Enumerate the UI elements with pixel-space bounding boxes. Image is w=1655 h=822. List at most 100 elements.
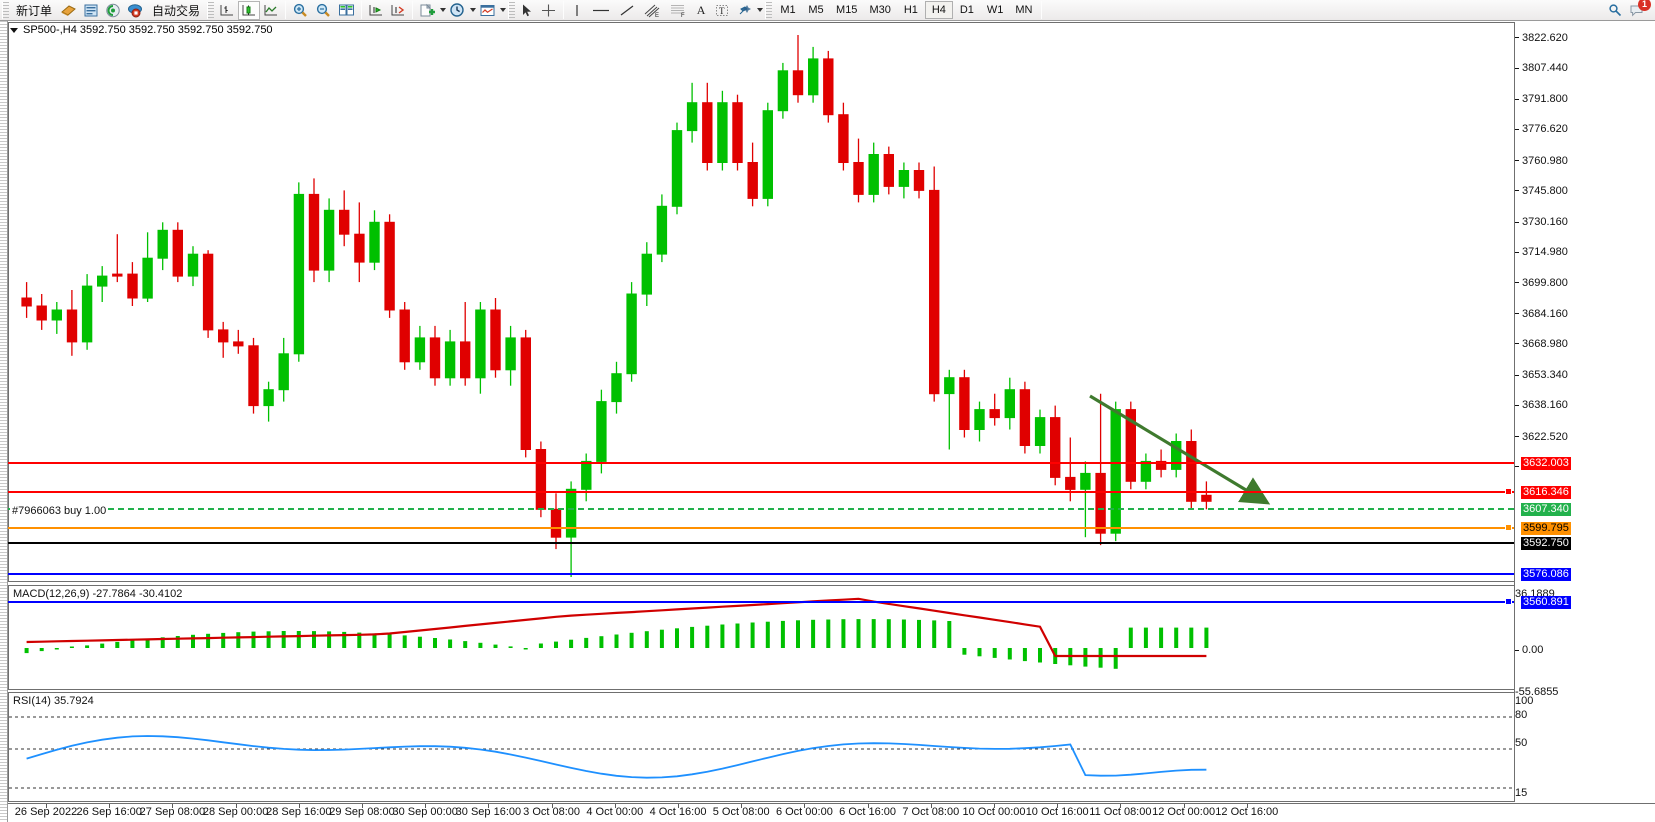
timeframe-h1[interactable]: H1 [903, 4, 918, 16]
objects-dropdown-caret[interactable] [757, 8, 764, 12]
toolbar-grip-2[interactable] [207, 1, 215, 19]
resistance-level-line[interactable] [8, 462, 1514, 464]
order-open-level-price-label[interactable]: 3607.340 [1521, 503, 1571, 516]
price-tick: 3776.620 [1515, 123, 1568, 135]
scroll-start-icon[interactable] [365, 1, 387, 20]
price-tick: 3807.440 [1515, 62, 1568, 74]
zoom-in-icon[interactable] [289, 1, 312, 20]
time-label: 27 Sep 08:00 [139, 806, 206, 818]
period-dropdown-caret[interactable] [470, 8, 477, 12]
trendline-icon[interactable] [615, 1, 639, 20]
search-icon[interactable] [1604, 1, 1626, 20]
timeframe-m1[interactable]: M1 [780, 4, 796, 16]
price-tick: 3714.980 [1515, 246, 1568, 258]
timeframe-h4[interactable]: H4 [924, 1, 953, 19]
timeframe-m15[interactable]: M15 [836, 4, 858, 16]
new-order-button[interactable]: 新订单 [16, 3, 53, 18]
auto-trading-icon[interactable] [124, 1, 147, 20]
chart-container[interactable]: SP500-,H4 3592.750 3592.750 3592.750 359… [0, 21, 1655, 822]
lower-level-line[interactable] [8, 601, 1514, 603]
rsi-pane[interactable]: RSI(14) 35.7924 [8, 692, 1514, 802]
expert-advisor-icon[interactable] [57, 1, 80, 20]
stop-loss-level-price-label[interactable]: 3616.346 [1521, 486, 1571, 499]
rsi-tick: 15 [1515, 787, 1528, 799]
trend-arrow-line [1089, 394, 1271, 505]
take-profit-level-price-label[interactable]: 3599.795 [1521, 522, 1571, 535]
time-label: 12 Oct 00:00 [1152, 806, 1216, 818]
support-level-price-label[interactable]: 3576.086 [1521, 568, 1571, 581]
time-label: 3 Oct 08:00 [523, 806, 581, 818]
vline-icon[interactable] [567, 1, 587, 20]
lower-level-handle[interactable] [1505, 598, 1512, 605]
toolbar-separator [285, 1, 287, 19]
macd-tick: -55.6855 [1515, 686, 1559, 698]
bar-chart-icon[interactable] [216, 1, 238, 20]
toolbar-separator-4 [563, 1, 565, 19]
line-chart-icon[interactable] [260, 1, 282, 20]
data-window-icon[interactable] [80, 1, 102, 20]
rsi-plot [9, 716, 1513, 789]
price-scale[interactable]: 3822.620 3807.440 3791.800 3776.620 3760.980… [1514, 22, 1655, 802]
svg-text:E: E [655, 13, 659, 18]
hline-icon[interactable] [587, 1, 615, 20]
indicators-icon[interactable] [416, 1, 439, 20]
price-tick: 3638.160 [1515, 399, 1568, 411]
chart-grid-icon[interactable] [335, 1, 358, 20]
alerts-count-badge: 1 [1638, 0, 1651, 11]
toolbar-grip-4[interactable] [765, 1, 773, 19]
time-label: 26 Sep 16:00 [76, 806, 142, 818]
price-pane[interactable] [8, 22, 1514, 582]
time-label: 4 Oct 00:00 [586, 806, 644, 818]
fibonacci-icon[interactable]: F [665, 1, 691, 20]
take-profit-level-handle[interactable] [1505, 524, 1512, 531]
templates-dropdown-caret[interactable] [500, 8, 507, 12]
price-tick: 3822.620 [1515, 32, 1568, 44]
time-label: 10 Oct 00:00 [962, 806, 1026, 818]
lower-level-price-label[interactable]: 3560.891 [1521, 596, 1571, 609]
toolbar-grip-3[interactable] [508, 1, 516, 19]
resistance-level-price-label[interactable]: 3632.003 [1521, 457, 1571, 470]
price-tick: 3730.160 [1515, 216, 1568, 228]
period-icon[interactable] [446, 1, 469, 20]
alerts-icon[interactable]: 1 [1626, 0, 1651, 20]
rsi-tick: 50 [1515, 737, 1528, 749]
time-label: 30 Sep 00:00 [392, 806, 458, 818]
timeframe-w1[interactable]: W1 [986, 4, 1004, 16]
price-candles [21, 35, 1271, 577]
auto-trading-label[interactable]: 自动交易 [152, 3, 201, 18]
rsi-tick: 100 [1515, 695, 1534, 707]
take-profit-level-line[interactable] [8, 527, 1514, 529]
scroll-end-icon[interactable] [387, 1, 409, 20]
price-tick: 3745.800 [1515, 185, 1568, 197]
timeframe-d1[interactable]: D1 [959, 4, 974, 16]
time-axis[interactable]: 26 Sep 2022 26 Sep 16:00 27 Sep 08:00 28 Se… [8, 803, 1655, 822]
support-level-line[interactable] [8, 573, 1514, 575]
macd-label: MACD(12,26,9) -27.7864 -30.4102 [13, 588, 183, 600]
time-label: 5 Oct 08:00 [712, 806, 770, 818]
timeframe-mn[interactable]: MN [1015, 4, 1033, 16]
cursor-icon[interactable] [517, 1, 537, 20]
crosshair-icon[interactable] [537, 1, 560, 20]
stop-loss-level-line[interactable] [8, 491, 1514, 493]
signals-icon[interactable] [102, 1, 124, 20]
candlestick-icon[interactable] [238, 0, 261, 20]
indicators-dropdown-caret[interactable] [440, 8, 447, 12]
order-open-level-line[interactable] [8, 508, 1514, 510]
time-label: 10 Oct 16:00 [1025, 806, 1089, 818]
rsi-tick: 80 [1515, 709, 1528, 721]
templates-icon[interactable] [476, 1, 499, 20]
current-bid-level-line[interactable] [8, 542, 1514, 544]
objects-icon[interactable] [733, 1, 756, 20]
equidistant-channel-icon[interactable]: E [639, 1, 665, 20]
toolbar-grip[interactable] [2, 1, 9, 19]
timeframe-m30[interactable]: M30 [869, 4, 891, 16]
chart-menu-caret-icon[interactable] [10, 27, 18, 33]
timeframe-m5[interactable]: M5 [808, 4, 824, 16]
stop-loss-level-handle[interactable] [1505, 488, 1512, 495]
time-label: 29 Sep 08:00 [329, 806, 395, 818]
current-bid-level-price-label[interactable]: 3592.750 [1521, 537, 1571, 550]
svg-text:T: T [719, 6, 725, 16]
text-box-icon[interactable]: T [711, 1, 733, 20]
zoom-out-icon[interactable] [312, 1, 335, 20]
text-label-icon[interactable]: A [696, 2, 706, 17]
